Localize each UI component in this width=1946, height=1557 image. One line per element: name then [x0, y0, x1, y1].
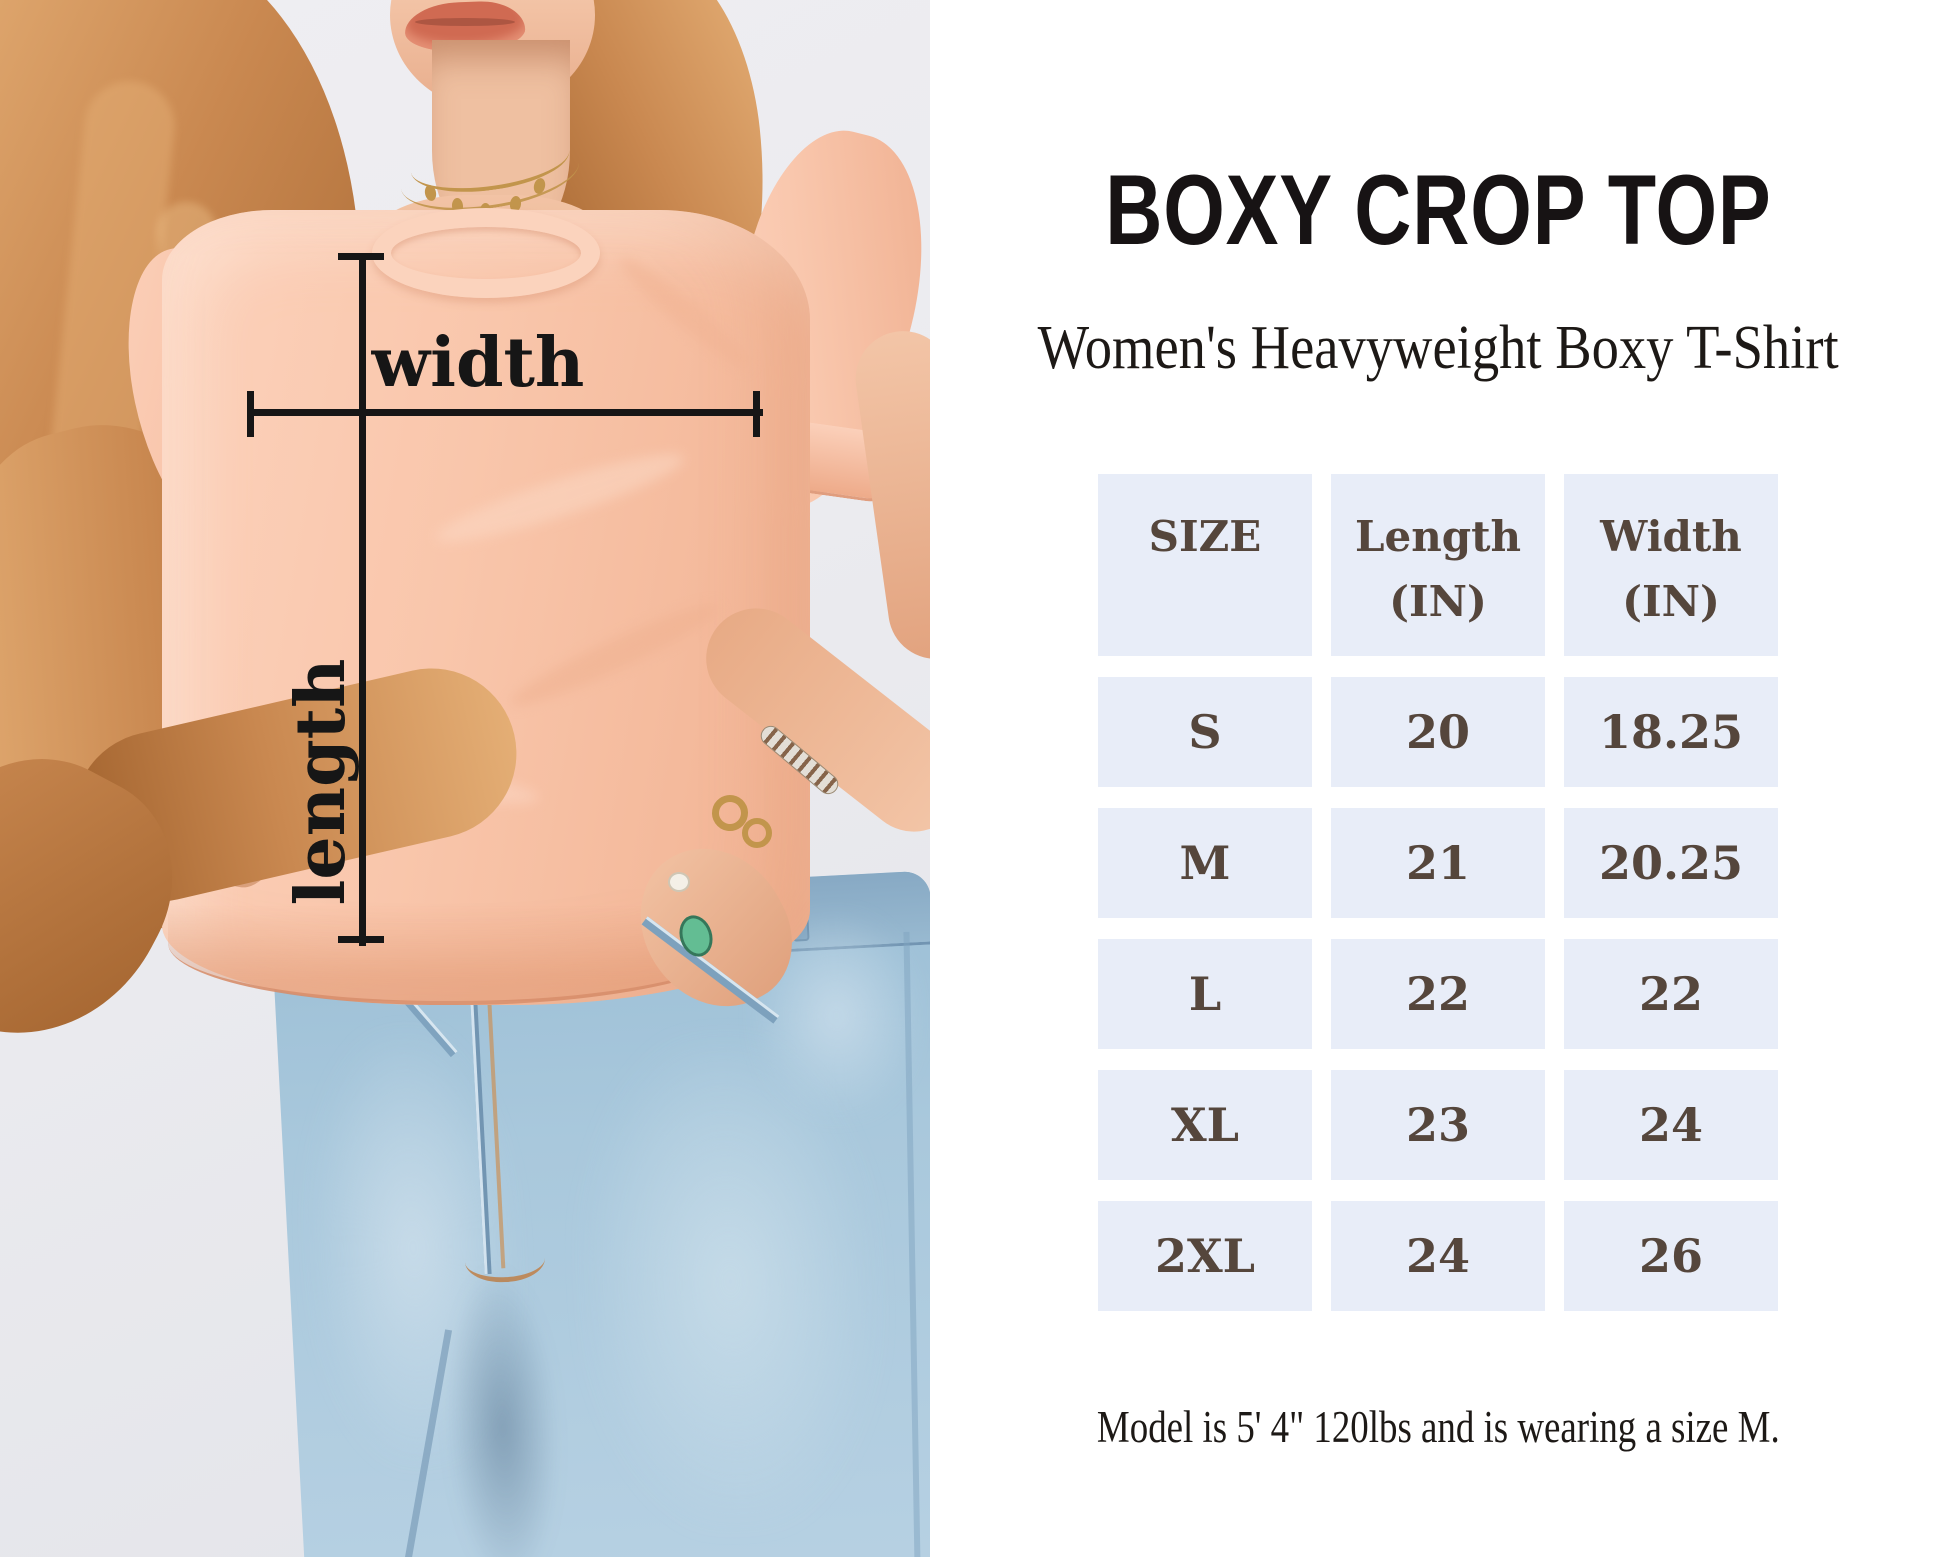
header-line: (IN)	[1622, 577, 1720, 627]
column-header-width: Width (IN)	[1564, 474, 1778, 657]
column-header-length: Length (IN)	[1331, 474, 1545, 657]
size-cell: M	[1098, 808, 1312, 919]
length-cell: 24	[1331, 1201, 1545, 1312]
jeans-shadow	[439, 1260, 567, 1557]
header-line: Length	[1354, 512, 1522, 562]
width-cell: 26	[1564, 1201, 1778, 1312]
pearl-ring	[668, 872, 690, 892]
model-info-note: Model is 5' 4" 120lbs and is wearing a s…	[1096, 1402, 1780, 1453]
width-cell: 18.25	[1564, 677, 1778, 788]
column-header-size: SIZE	[1098, 474, 1312, 657]
measure-tick	[753, 391, 760, 437]
width-cell: 22	[1564, 939, 1778, 1050]
size-cell: XL	[1098, 1070, 1312, 1181]
length-label: length	[281, 658, 361, 906]
measure-tick	[247, 391, 254, 437]
product-title: BOXY CROP TOP	[1104, 154, 1772, 265]
tshirt-collar	[372, 208, 600, 298]
measure-tick	[338, 253, 384, 260]
header-line: Width	[1600, 512, 1742, 562]
width-cell: 20.25	[1564, 808, 1778, 919]
width-measure-line	[250, 409, 763, 416]
width-cell: 24	[1564, 1070, 1778, 1181]
width-label: width	[371, 323, 585, 403]
size-chart-panel: BOXY CROP TOP Women's Heavyweight Boxy T…	[930, 0, 1946, 1557]
length-cell: 22	[1331, 939, 1545, 1050]
product-subtitle: Women's Heavyweight Boxy T-Shirt	[1037, 313, 1839, 382]
measure-tick	[338, 936, 384, 943]
length-cell: 21	[1331, 808, 1545, 919]
size-cell: 2XL	[1098, 1201, 1312, 1312]
length-measure-line	[359, 256, 366, 946]
header-line: SIZE	[1148, 512, 1262, 562]
length-cell: 23	[1331, 1070, 1545, 1181]
gold-bracelet	[742, 818, 772, 848]
size-table: SIZE Length (IN) Width (IN) S 20 18.25 M…	[1098, 474, 1778, 1312]
model-photo: width length	[0, 0, 930, 1557]
size-cell: L	[1098, 939, 1312, 1050]
size-cell: S	[1098, 677, 1312, 788]
header-line: (IN)	[1389, 577, 1487, 627]
model-mouth	[415, 18, 515, 26]
length-cell: 20	[1331, 677, 1545, 788]
